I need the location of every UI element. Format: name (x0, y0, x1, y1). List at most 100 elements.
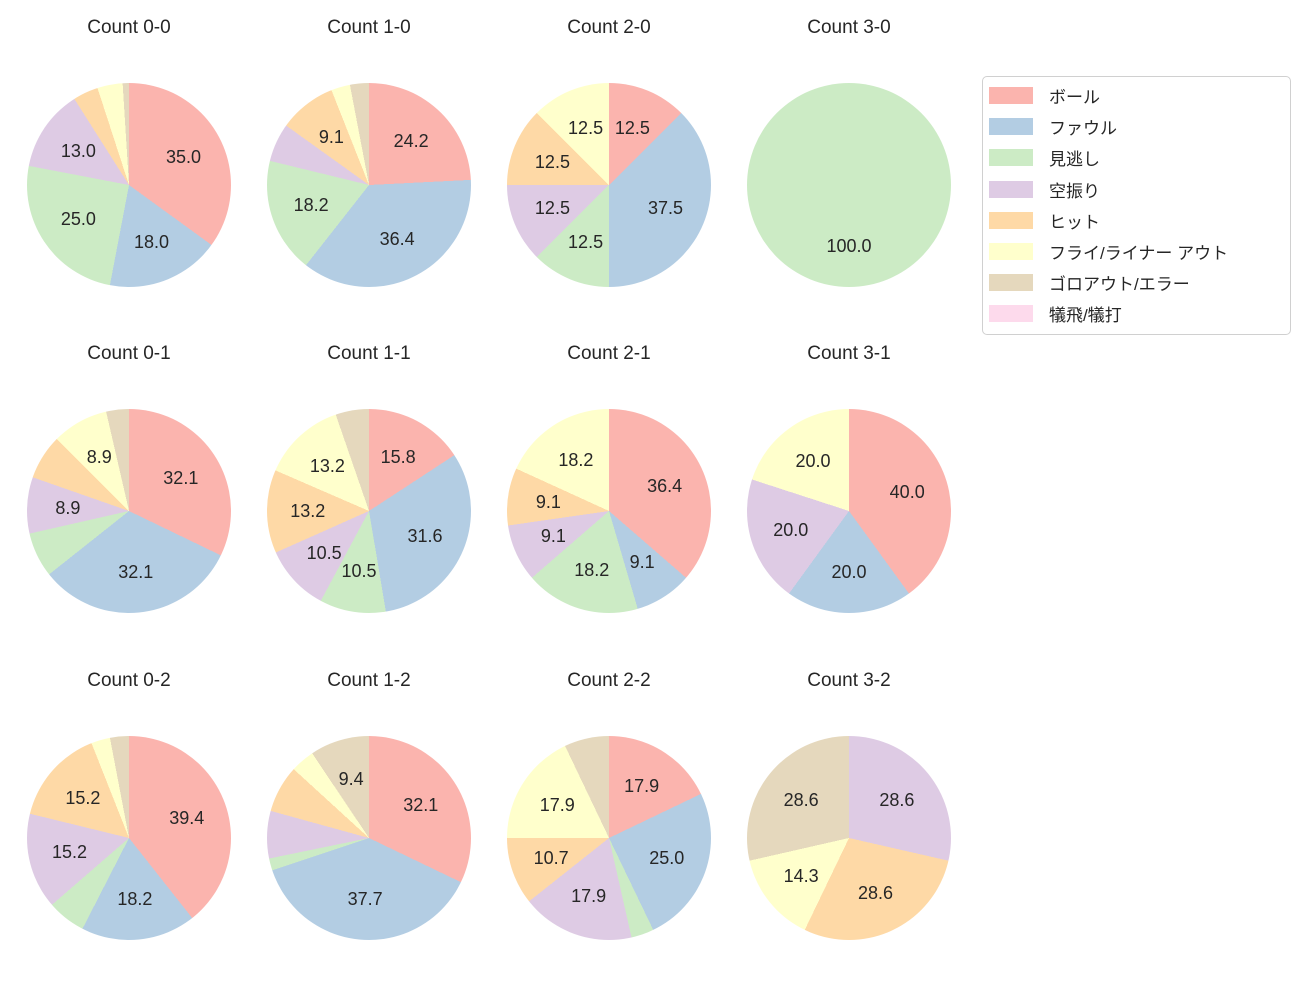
pie-title-count-2-0: Count 2-0 (567, 17, 651, 38)
pie-title-count-2-1: Count 2-1 (567, 343, 651, 364)
slice-value-label: 36.4 (379, 229, 415, 250)
slice-value-label: 10.7 (533, 848, 569, 869)
slice-value-label: 100.0 (826, 236, 872, 257)
slice-value-label: 18.2 (293, 195, 329, 215)
legend-item: ヒット (989, 205, 1290, 236)
legend-label: フライ/ライナー アウト (1049, 244, 1229, 264)
slice-value-label: 12.5 (568, 118, 604, 139)
legend-swatch (989, 243, 1033, 261)
pie-chart-count-1-2 (267, 736, 471, 940)
slice-value-label: 35.0 (165, 147, 202, 168)
slice-value-label: 40.0 (889, 482, 925, 503)
slice-value-label: 20.0 (773, 519, 809, 540)
slice-value-label: 8.9 (55, 497, 81, 518)
slice-value-label: 13.2 (290, 501, 326, 522)
pie-chart-count-3-2 (747, 736, 951, 940)
legend-label: ボール (1049, 88, 1100, 108)
slice-value-label: 17.9 (571, 885, 607, 906)
legend-label: ヒット (1049, 212, 1100, 232)
slice-value-label: 31.6 (407, 525, 443, 546)
pie-title-count-0-1: Count 0-1 (87, 343, 171, 364)
slice-value-label: 10.5 (341, 561, 377, 582)
slice-value-label: 9.1 (318, 126, 344, 147)
legend-swatch (989, 211, 1033, 229)
slice-value-label: 24.2 (393, 130, 429, 151)
legend-item: 空振り (989, 174, 1290, 205)
pie-chart-count-2-2 (507, 736, 711, 940)
legend-item: ファウル (989, 111, 1290, 142)
slice-value-label: 39.4 (169, 807, 205, 828)
slice-value-label: 8.9 (86, 447, 112, 468)
slice-value-label: 13.0 (60, 140, 96, 161)
pie-title-count-3-1: Count 3-1 (807, 343, 891, 364)
legend: ボールファウル見逃し空振りヒットフライ/ライナー アウト ゴロアウト/エラー 犠飛/… (982, 76, 1291, 335)
pie-chart-count-1-1 (267, 409, 471, 613)
slice-value-label: 15.8 (380, 447, 416, 468)
legend-item: ゴロアウト/エラー (989, 267, 1290, 298)
legend-swatch (989, 305, 1033, 323)
slice-value-label: 32.1 (118, 561, 154, 582)
slice-value-label: 25.0 (60, 209, 96, 230)
slice-value-label: 13.2 (309, 456, 345, 477)
slice-value-label: 9.1 (540, 526, 566, 547)
slice-value-label: 14.3 (783, 866, 819, 887)
slice-value-label: 10.5 (306, 542, 342, 563)
pie-title-count-0-2: Count 0-2 (87, 670, 171, 691)
legend-label: 空振り (1049, 181, 1100, 201)
legend-item: ボール (989, 80, 1290, 111)
slice-value-label: 12.5 (568, 231, 604, 252)
legend-swatch (989, 180, 1033, 198)
pie-title-count-1-2: Count 1-2 (327, 670, 411, 691)
slice-value-label: 36.4 (647, 475, 683, 496)
legend-item: フライ/ライナー アウト (989, 236, 1290, 267)
pie-chart-count-0-0 (27, 83, 231, 287)
slice-value-label: 28.6 (879, 789, 915, 810)
pie-chart-count-0-1 (27, 409, 231, 613)
slice-value-label: 17.9 (624, 776, 660, 797)
legend-swatch (989, 87, 1033, 105)
legend-label: 見逃し (1049, 150, 1100, 170)
slice-value-label: 25.0 (649, 848, 685, 869)
slice-value-label: 9.1 (535, 492, 561, 513)
slice-value-label: 18.0 (133, 231, 170, 252)
pie-chart-count-3-1 (747, 409, 951, 613)
pie-chart-count-1-0 (267, 83, 471, 287)
slice-value-label: 18.2 (558, 449, 594, 470)
pie-title-count-1-0: Count 1-0 (327, 17, 411, 38)
slice-value-label: 17.9 (539, 795, 575, 816)
legend-item: 見逃し (989, 142, 1290, 173)
pie-chart-count-2-0 (507, 83, 711, 287)
pie-title-count-2-2: Count 2-2 (567, 670, 651, 691)
pie-title-count-1-1: Count 1-1 (327, 343, 411, 364)
slice-value-label: 37.5 (648, 198, 684, 219)
slice-value-label: 18.2 (574, 559, 610, 580)
slice-value-label: 9.1 (629, 552, 655, 573)
slice-value-label: 12.5 (614, 118, 650, 139)
pie-title-count-3-0: Count 3-0 (807, 17, 891, 38)
slice-value-label: 28.6 (858, 883, 894, 904)
slice-value-label: 37.7 (347, 889, 383, 910)
legend-swatch (989, 149, 1033, 167)
pie-chart-count-2-1 (507, 409, 711, 613)
pie-chart-count-0-2 (27, 736, 231, 940)
legend-label: 犠飛/犠打 (1049, 306, 1122, 326)
pie-title-count-3-2: Count 3-2 (807, 670, 891, 691)
slice-value-label: 32.1 (163, 468, 199, 489)
pie-chart-count-3-0 (747, 83, 951, 287)
slice-value-label: 20.0 (831, 562, 867, 583)
slice-value-label: 9.4 (338, 769, 364, 790)
legend-label: ファウル (1049, 119, 1117, 139)
legend-swatch (989, 118, 1033, 136)
slice-value-label: 18.2 (117, 888, 153, 909)
legend-label: ゴロアウト/エラー (1049, 275, 1190, 295)
slice-value-label: 12.5 (534, 198, 570, 219)
pie-title-count-0-0: Count 0-0 (87, 17, 171, 38)
slice-value-label: 32.1 (403, 795, 439, 816)
legend-swatch (989, 274, 1033, 292)
legend-item: 犠飛/犠打 (989, 298, 1290, 329)
slice-value-label: 15.2 (51, 842, 88, 863)
slice-value-label: 12.5 (534, 151, 570, 172)
slice-value-label: 28.6 (783, 789, 819, 810)
slice-value-label: 15.2 (65, 787, 101, 808)
